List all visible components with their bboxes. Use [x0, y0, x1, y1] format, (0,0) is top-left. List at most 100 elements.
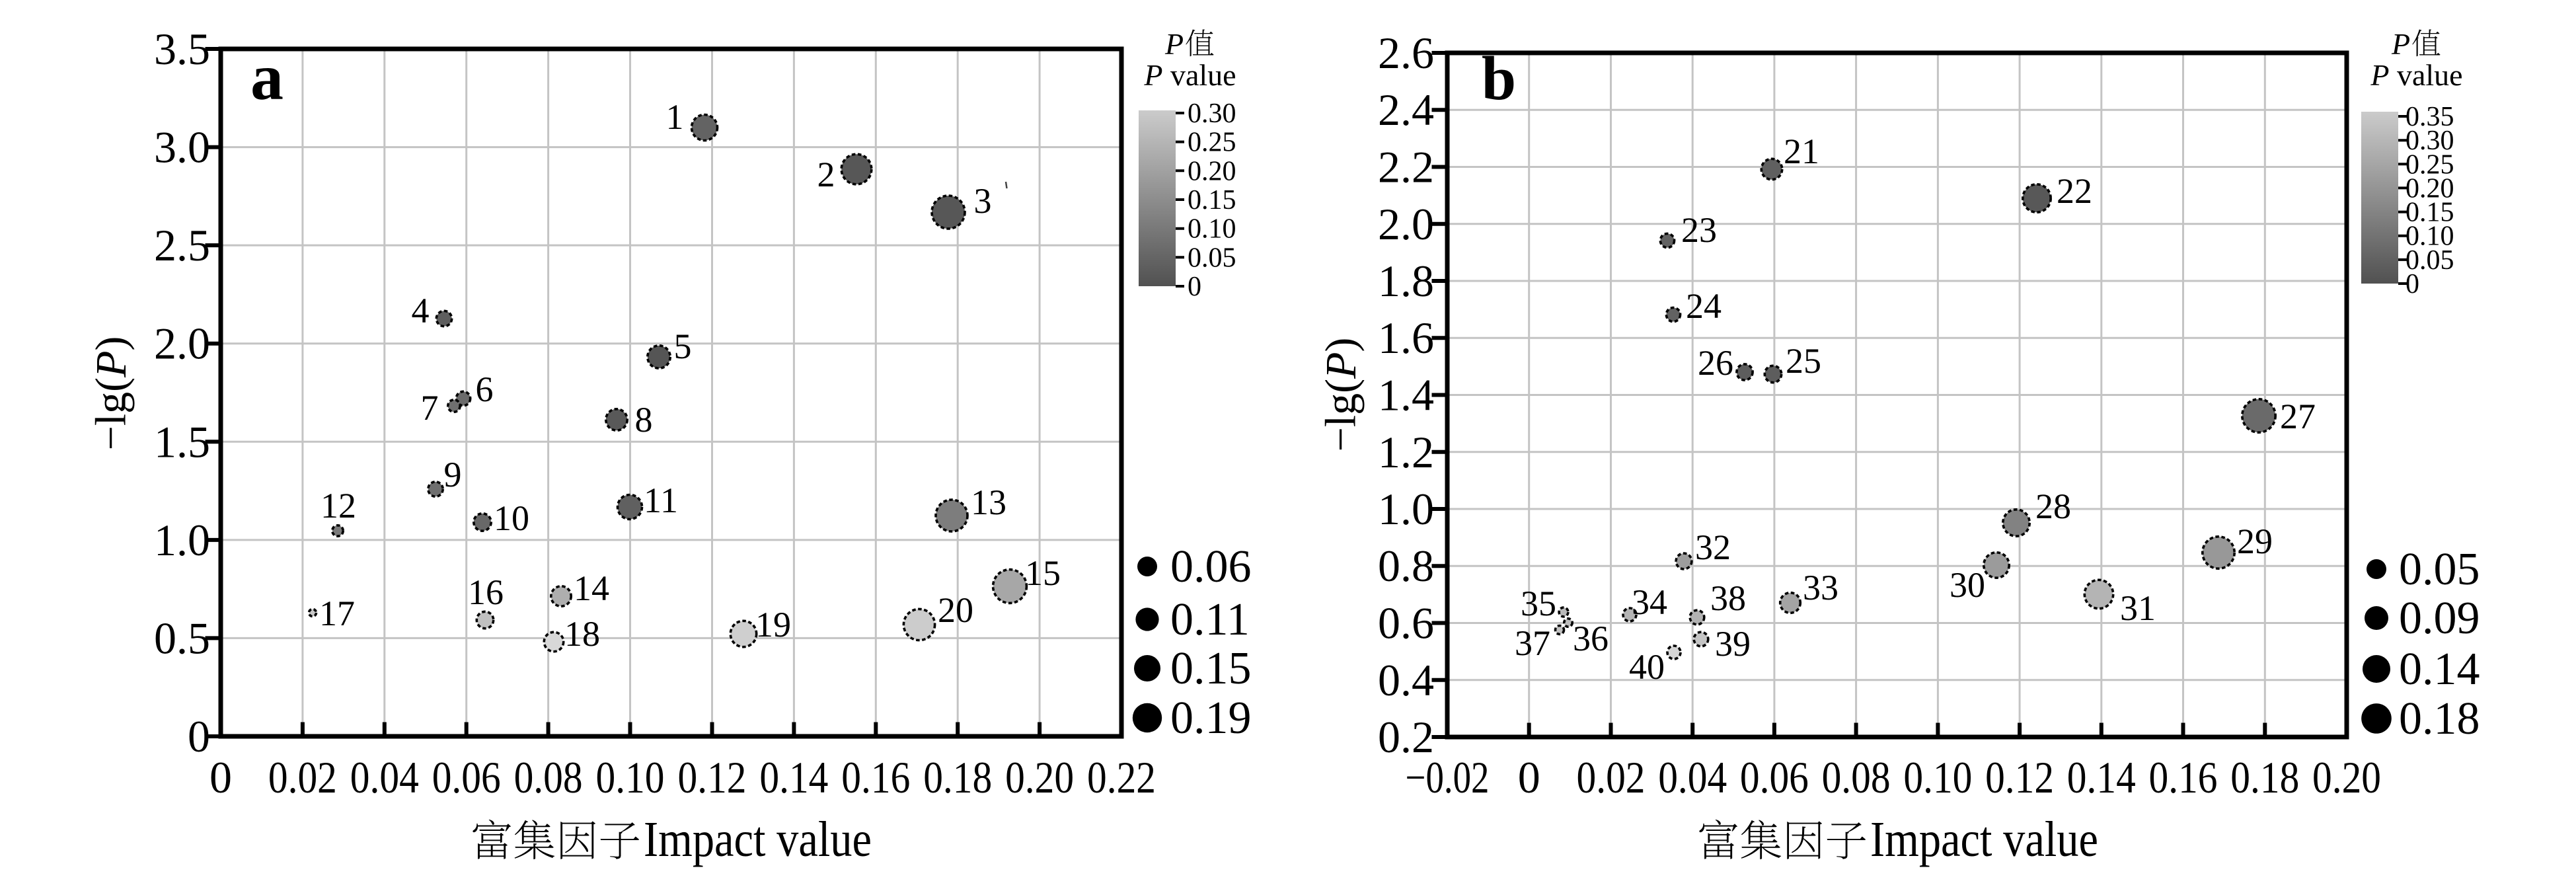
svg-text:13: 13	[971, 483, 1006, 522]
svg-text:5: 5	[674, 327, 692, 366]
svg-text:0.05: 0.05	[2406, 245, 2454, 276]
svg-text:3: 3	[974, 181, 992, 221]
svg-text:35: 35	[1521, 584, 1556, 623]
svg-text:0.04: 0.04	[1658, 752, 1727, 802]
svg-text:2.4: 2.4	[1378, 85, 1434, 135]
svg-text:0.20: 0.20	[2406, 173, 2454, 204]
svg-text:0.02: 0.02	[268, 752, 337, 802]
svg-text:12: 12	[321, 486, 356, 525]
svg-text:0.2: 0.2	[1378, 712, 1434, 762]
svg-text:0.15: 0.15	[1188, 185, 1236, 215]
svg-text:32: 32	[1695, 527, 1731, 567]
svg-text:34: 34	[1632, 582, 1667, 622]
svg-text:1: 1	[666, 97, 684, 137]
svg-text:0.22: 0.22	[1087, 752, 1156, 802]
svg-text:0.18: 0.18	[2230, 752, 2299, 802]
svg-text:39: 39	[1715, 624, 1751, 664]
svg-text:1.0: 1.0	[1378, 484, 1434, 534]
svg-text:0: 0	[188, 711, 210, 761]
svg-text:0: 0	[1188, 272, 1201, 302]
svg-text:2.2: 2.2	[1378, 142, 1434, 192]
svg-text:18: 18	[564, 614, 600, 654]
svg-text:17: 17	[319, 594, 355, 633]
svg-text:2.5: 2.5	[154, 220, 210, 270]
svg-text:24: 24	[1686, 286, 1722, 326]
svg-text:0.08: 0.08	[514, 752, 583, 802]
svg-text:0.6: 0.6	[1378, 598, 1434, 648]
svg-text:0.20: 0.20	[1188, 156, 1236, 186]
svg-text:27: 27	[2280, 397, 2316, 436]
svg-text:11: 11	[644, 481, 678, 520]
svg-text:−lg(P): −lg(P)	[1317, 338, 1365, 452]
svg-text:1.6: 1.6	[1378, 313, 1434, 363]
svg-text:0.20: 0.20	[2312, 752, 2381, 802]
svg-text:0.18: 0.18	[2399, 693, 2480, 744]
svg-text:0.05: 0.05	[2399, 544, 2480, 595]
svg-text:1.2: 1.2	[1378, 427, 1434, 477]
svg-text:0.06: 0.06	[1740, 752, 1809, 802]
svg-text:0.10: 0.10	[2406, 221, 2454, 252]
svg-text:0: 0	[1518, 752, 1540, 802]
svg-text:1.4: 1.4	[1378, 370, 1434, 420]
svg-text:Impact value: Impact value	[644, 812, 872, 867]
svg-text:0.10: 0.10	[1188, 214, 1236, 245]
svg-text:38: 38	[1710, 578, 1746, 618]
svg-text:0.15: 0.15	[1170, 643, 1252, 694]
svg-text:16: 16	[468, 572, 504, 612]
svg-text:6: 6	[476, 369, 494, 409]
svg-text:2: 2	[817, 155, 835, 194]
svg-text:P: P	[1164, 27, 1184, 61]
svg-text:P value: P value	[1143, 58, 1236, 92]
svg-text:15: 15	[1025, 553, 1061, 593]
svg-text:9: 9	[444, 455, 462, 494]
svg-text:29: 29	[2237, 522, 2273, 561]
svg-text:2.6: 2.6	[1378, 28, 1434, 78]
svg-text:21: 21	[1784, 132, 1819, 171]
svg-text:1.5: 1.5	[154, 416, 210, 467]
svg-text:8: 8	[635, 400, 653, 440]
svg-text:−0.02: −0.02	[1406, 752, 1490, 802]
svg-text:a: a	[250, 40, 284, 114]
svg-text:19: 19	[755, 605, 791, 644]
svg-text:0.14: 0.14	[2067, 752, 2136, 802]
svg-text:0: 0	[2406, 269, 2419, 299]
svg-text:0.11: 0.11	[1170, 594, 1250, 645]
svg-text:23: 23	[1681, 210, 1717, 250]
svg-text:0.14: 0.14	[2399, 644, 2480, 695]
svg-text:P: P	[2391, 27, 2410, 61]
svg-text:P value: P value	[2370, 58, 2462, 92]
svg-text:0.20: 0.20	[1005, 752, 1074, 802]
svg-text:2.0: 2.0	[1378, 199, 1434, 249]
svg-text:0.16: 0.16	[841, 752, 910, 802]
svg-text:2.0: 2.0	[154, 319, 210, 369]
svg-text:37: 37	[1515, 623, 1550, 663]
svg-text:0.19: 0.19	[1170, 693, 1252, 744]
svg-text:0.30: 0.30	[1188, 98, 1236, 129]
svg-text:0.02: 0.02	[1577, 752, 1646, 802]
svg-text:0.06: 0.06	[1170, 541, 1252, 592]
svg-text:0.05: 0.05	[1188, 243, 1236, 273]
svg-text:3.5: 3.5	[154, 24, 210, 74]
svg-text:33: 33	[1803, 568, 1838, 607]
svg-text:0.15: 0.15	[2406, 198, 2454, 228]
svg-text:0.4: 0.4	[1378, 655, 1434, 705]
svg-text:0: 0	[209, 752, 232, 802]
svg-text:0.10: 0.10	[1903, 752, 1972, 802]
svg-text:0.35: 0.35	[2406, 102, 2454, 132]
svg-text:0.08: 0.08	[1822, 752, 1891, 802]
svg-text:26: 26	[1698, 343, 1733, 383]
svg-text:Impact value: Impact value	[1870, 812, 2098, 867]
svg-text:10: 10	[494, 498, 529, 538]
svg-text:30: 30	[1950, 565, 1985, 605]
svg-text:0.14: 0.14	[759, 752, 828, 802]
svg-text:22: 22	[2057, 171, 2092, 211]
svg-text:0.16: 0.16	[2149, 752, 2218, 802]
svg-text:28: 28	[2035, 486, 2071, 526]
svg-text:40: 40	[1629, 647, 1665, 687]
svg-text:4: 4	[412, 291, 430, 330]
svg-text:20: 20	[938, 590, 973, 630]
svg-text:0.10: 0.10	[596, 752, 665, 802]
svg-text:1.8: 1.8	[1378, 256, 1434, 306]
svg-text:0.12: 0.12	[1985, 752, 2054, 802]
svg-text:0.12: 0.12	[678, 752, 747, 802]
